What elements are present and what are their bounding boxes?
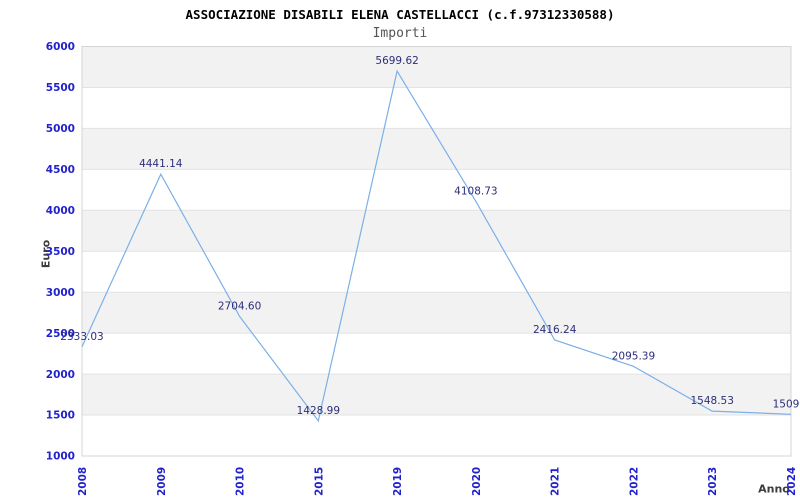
x-axis-title: Anno (758, 482, 790, 496)
chart-subtitle: Importi (372, 26, 428, 41)
y-tick-label: 3500 (46, 246, 75, 258)
plot-band (82, 374, 791, 416)
y-tick-label: 5000 (46, 123, 75, 135)
y-tick-label: 1000 (46, 451, 75, 463)
x-tick-label: 2020 (471, 467, 483, 496)
data-label: 2333.03 (60, 331, 103, 343)
y-tick-label: 2000 (46, 369, 75, 381)
plot-band (82, 292, 791, 334)
data-label: 4441.14 (139, 158, 183, 170)
y-tick-label: 4500 (46, 164, 75, 176)
data-label: 5699.62 (375, 55, 418, 67)
y-tick-label: 5500 (46, 82, 75, 94)
plot-band (82, 128, 791, 170)
plot-band (82, 46, 791, 88)
x-tick-label: 2023 (707, 467, 719, 496)
series-line (81, 69, 792, 423)
data-label: 1548.53 (691, 395, 734, 407)
x-tick-label: 2021 (550, 467, 562, 496)
data-label: 4108.73 (454, 185, 497, 197)
data-label: 1509.5 (773, 398, 800, 410)
x-tick-label: 2010 (235, 467, 247, 496)
data-label: 1428.99 (297, 405, 340, 417)
chart-title: ASSOCIAZIONE DISABILI ELENA CASTELLACCI … (185, 7, 615, 22)
y-tick-label: 3000 (46, 287, 75, 299)
x-tick-label: 2019 (392, 467, 404, 496)
data-label: 2704.60 (218, 300, 261, 312)
y-tick-label: 1500 (46, 410, 75, 422)
y-tick-label: 4000 (46, 205, 75, 217)
data-label: 2416.24 (533, 324, 577, 336)
y-tick-label: 6000 (46, 41, 75, 53)
x-tick-label: 2024 (786, 467, 798, 496)
x-tick-label: 2022 (628, 467, 640, 496)
plot-band (82, 210, 791, 252)
x-tick-label: 2009 (156, 467, 168, 496)
y-tick-label: 2500 (46, 328, 75, 340)
x-tick-label: 2008 (77, 467, 89, 496)
data-label: 2095.39 (612, 350, 655, 362)
plot-border (81, 46, 792, 457)
x-tick-label: 2015 (313, 467, 325, 496)
